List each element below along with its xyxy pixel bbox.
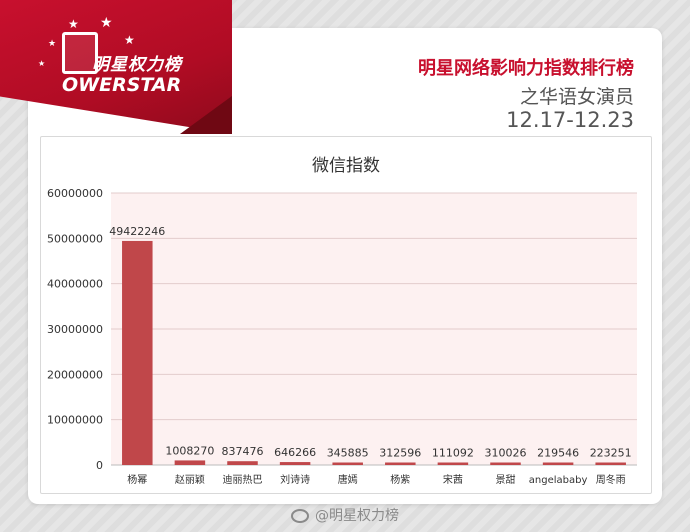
- fist-icon: [62, 32, 98, 74]
- date-range: 12.17-12.23: [506, 108, 634, 132]
- bar: [385, 462, 416, 465]
- data-label: 49422246: [109, 225, 165, 238]
- data-label: 310026: [485, 447, 527, 460]
- data-label: 219546: [537, 447, 579, 460]
- chart-title: 微信指数: [312, 156, 380, 176]
- star-icon: ★: [38, 59, 46, 68]
- bar: [174, 460, 206, 465]
- y-tick-label: 0: [96, 459, 103, 472]
- data-labels: 49422246 1008270 837476 646266 345885 312596 1…: [109, 225, 631, 460]
- data-label: 345885: [327, 447, 369, 460]
- brand-name-en: OWERSTAR: [62, 74, 182, 96]
- footer-text: @明星权力榜: [315, 508, 399, 524]
- y-tick-label: 10000000: [47, 414, 103, 427]
- footer: @明星权力榜: [0, 504, 690, 528]
- y-tick-label: 40000000: [47, 278, 103, 291]
- page-subtitle: 之华语女演员: [519, 86, 634, 108]
- bar: [542, 462, 574, 465]
- bar: [437, 462, 469, 465]
- star-icon: ★: [68, 17, 79, 31]
- star-icon: ★: [124, 33, 135, 47]
- x-tick-label: 唐嫣: [338, 473, 358, 486]
- bars: [122, 240, 626, 465]
- bar: [227, 461, 258, 465]
- data-label: 223251: [590, 447, 632, 460]
- weibo-icon: [291, 509, 309, 523]
- x-axis-ticks: 杨幂 赵丽颖 迪丽热巴 刘诗诗 唐嫣 杨紫 宋茜 景甜 angelababy 周冬雨: [127, 473, 625, 486]
- data-label: 837476: [222, 445, 264, 458]
- brand-name-cn: 明星权力榜: [92, 55, 182, 75]
- bar: [279, 462, 311, 465]
- chart-container: 0 10000000 20000000 30000000 40000000 5000000…: [40, 136, 652, 494]
- x-tick-label: 迪丽热巴: [223, 473, 263, 486]
- y-tick-label: 30000000: [47, 323, 103, 336]
- y-axis-ticks: 0 10000000 20000000 30000000 40000000 5000000…: [47, 187, 103, 472]
- star-icon: ★: [48, 39, 57, 49]
- x-tick-label: 杨幂: [127, 473, 147, 486]
- x-tick-label: 杨紫: [390, 473, 410, 486]
- bar: [122, 240, 153, 465]
- y-tick-label: 50000000: [47, 232, 103, 245]
- y-tick-label: 60000000: [47, 187, 103, 200]
- bar: [595, 462, 626, 465]
- data-label: 111092: [432, 447, 474, 460]
- x-tick-label: 刘诗诗: [280, 473, 310, 486]
- data-label: 1008270: [165, 444, 214, 457]
- x-tick-label: 赵丽颖: [175, 473, 205, 486]
- y-tick-label: 20000000: [47, 368, 103, 381]
- x-tick-label: 周冬雨: [596, 473, 626, 486]
- star-icon: ★: [100, 15, 113, 31]
- data-label: 312596: [379, 447, 421, 460]
- x-tick-label: 宋茜: [443, 473, 463, 486]
- bar-chart: 0 10000000 20000000 30000000 40000000 5000000…: [47, 156, 637, 486]
- x-tick-label: 景甜: [496, 473, 516, 486]
- x-tick-label: angelababy: [529, 475, 588, 486]
- page-title: 明星网络影响力指数排行榜: [418, 58, 634, 79]
- data-label: 646266: [274, 446, 316, 459]
- bar: [490, 462, 521, 465]
- bar: [332, 462, 363, 465]
